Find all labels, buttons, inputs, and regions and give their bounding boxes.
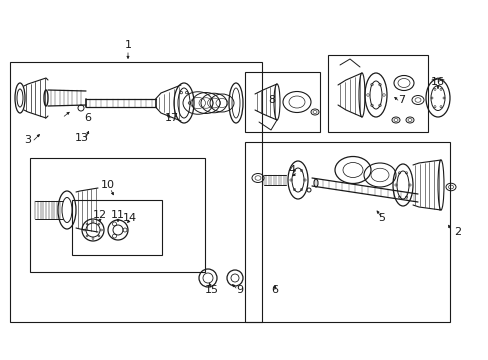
Text: 4: 4 bbox=[288, 165, 295, 175]
Text: 3: 3 bbox=[24, 135, 31, 145]
Bar bbox=[30, 158, 204, 272]
Text: 16: 16 bbox=[430, 77, 444, 87]
Bar bbox=[327, 55, 427, 132]
Text: 6: 6 bbox=[84, 113, 91, 123]
Text: 12: 12 bbox=[93, 210, 107, 220]
Bar bbox=[244, 142, 449, 322]
Text: 11: 11 bbox=[111, 210, 125, 220]
Bar bbox=[72, 200, 162, 255]
Text: 5: 5 bbox=[378, 213, 385, 223]
Text: 17: 17 bbox=[164, 113, 179, 123]
Text: 2: 2 bbox=[453, 227, 461, 237]
Text: 1: 1 bbox=[124, 40, 131, 50]
Bar bbox=[244, 72, 319, 132]
Text: 8: 8 bbox=[268, 95, 275, 105]
Text: 15: 15 bbox=[204, 285, 219, 295]
Text: 7: 7 bbox=[398, 95, 405, 105]
Bar bbox=[10, 62, 262, 322]
Text: 9: 9 bbox=[236, 285, 243, 295]
Text: 13: 13 bbox=[75, 133, 89, 143]
Text: 14: 14 bbox=[122, 213, 137, 223]
Text: 10: 10 bbox=[101, 180, 115, 190]
Text: 6: 6 bbox=[271, 285, 278, 295]
